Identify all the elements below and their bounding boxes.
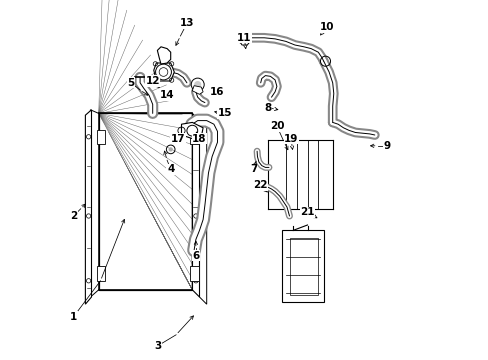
- Text: 8: 8: [264, 103, 271, 113]
- Text: 6: 6: [192, 251, 199, 261]
- Polygon shape: [153, 63, 174, 81]
- Text: 14: 14: [160, 90, 174, 100]
- Text: 2: 2: [70, 211, 77, 221]
- Text: 11: 11: [237, 33, 251, 43]
- Text: 7: 7: [249, 164, 257, 174]
- Polygon shape: [199, 121, 206, 304]
- Text: 5: 5: [127, 78, 135, 88]
- Text: 9: 9: [383, 141, 389, 151]
- Text: 12: 12: [145, 76, 160, 86]
- Text: 1: 1: [70, 312, 77, 322]
- Text: 17: 17: [170, 134, 185, 144]
- Circle shape: [168, 147, 172, 152]
- Text: 13: 13: [179, 18, 194, 28]
- Polygon shape: [99, 113, 192, 290]
- Text: 16: 16: [210, 87, 224, 97]
- Bar: [97, 130, 105, 144]
- Text: 21: 21: [300, 207, 314, 217]
- Bar: [289, 238, 318, 295]
- Bar: [282, 230, 323, 302]
- Polygon shape: [192, 113, 199, 297]
- Polygon shape: [85, 110, 91, 304]
- Bar: [97, 266, 105, 281]
- Text: 4: 4: [167, 164, 174, 174]
- Bar: [190, 130, 199, 144]
- Text: 20: 20: [269, 121, 284, 131]
- Polygon shape: [239, 38, 249, 45]
- Text: 19: 19: [284, 134, 298, 144]
- Circle shape: [194, 81, 201, 88]
- Text: 3: 3: [154, 341, 162, 351]
- Polygon shape: [90, 110, 99, 297]
- Polygon shape: [181, 122, 203, 139]
- Polygon shape: [157, 47, 170, 64]
- Bar: [190, 266, 199, 281]
- Polygon shape: [192, 86, 203, 94]
- Text: 15: 15: [217, 108, 231, 118]
- Text: 18: 18: [192, 134, 206, 144]
- Text: 22: 22: [253, 180, 267, 190]
- Text: 10: 10: [319, 22, 334, 32]
